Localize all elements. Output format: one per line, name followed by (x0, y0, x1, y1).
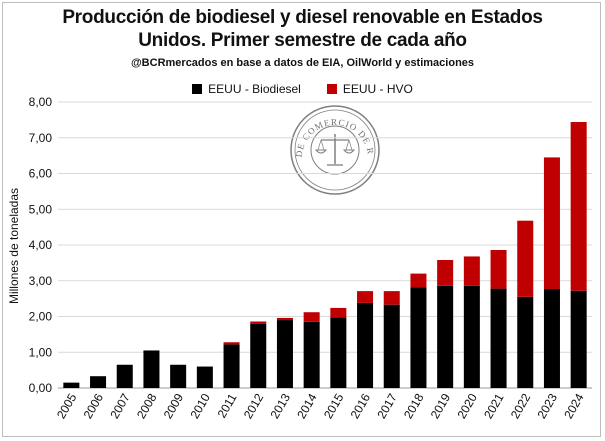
bar-hvo (276, 317, 293, 321)
y-tick-label: 5,00 (29, 202, 53, 216)
bar-biodiesel (63, 382, 80, 388)
x-tick-label: 2011 (215, 391, 240, 421)
chart-subtitle: @BCRmercados en base a datos de EIA, Oil… (130, 57, 475, 69)
x-tick-label: 2018 (401, 391, 427, 421)
bar-biodiesel (463, 285, 480, 388)
bar-biodiesel (116, 364, 133, 388)
bar-hvo (463, 256, 480, 286)
bar-hvo (410, 273, 427, 288)
x-tick-label: 2006 (81, 391, 107, 421)
bar-hvo (250, 321, 267, 324)
x-tick-label: 2021 (481, 391, 507, 421)
bar-hvo (383, 291, 400, 305)
legend: EEUU - Biodiesel EEUU - HVO (0, 81, 605, 97)
bar-hvo (330, 307, 347, 318)
x-tick-label: 2007 (107, 391, 133, 421)
x-tick-label: 2016 (348, 391, 374, 421)
x-tick-label: 2023 (535, 391, 561, 421)
x-tick-label: 2022 (508, 391, 534, 421)
bar-biodiesel (357, 302, 374, 388)
x-tick-label: 2009 (161, 391, 187, 421)
legend-label-biodiesel: EEUU - Biodiesel (208, 82, 301, 96)
x-tick-label: 2015 (321, 391, 347, 421)
x-tick-label: 2017 (374, 391, 400, 421)
bar-biodiesel (223, 344, 240, 388)
y-tick-label: 2,00 (29, 310, 53, 324)
legend-swatch-hvo (326, 84, 337, 94)
y-tick-label: 7,00 (29, 131, 53, 145)
bar-hvo (303, 312, 320, 322)
x-tick-label: 2008 (134, 391, 160, 421)
bar-biodiesel (490, 288, 507, 388)
bar-hvo (223, 342, 240, 345)
x-tick-label: 2024 (561, 391, 587, 421)
bar-biodiesel (250, 323, 267, 388)
legend-item-biodiesel: EEUU - Biodiesel (192, 81, 301, 97)
chart-title: Producción de biodiesel y diesel renovab… (62, 7, 543, 51)
legend-label-hvo: EEUU - HVO (342, 82, 413, 96)
bar-biodiesel (570, 290, 587, 388)
y-tick-label: 3,00 (29, 274, 53, 288)
x-tick-label: 2005 (54, 391, 80, 421)
bar-biodiesel (303, 321, 320, 388)
bar-biodiesel (543, 288, 560, 388)
watermark-text: BOLSA DE COMERCIO DE ROSARIO (0, 0, 375, 158)
x-tick-label: 2019 (428, 391, 454, 421)
bar-biodiesel (143, 350, 160, 388)
y-tick-label: 4,00 (29, 238, 53, 252)
x-tick-label: 2014 (294, 391, 320, 421)
y-tick-label: 0,00 (29, 381, 53, 395)
bar-biodiesel (383, 304, 400, 388)
y-tick-label: 8,00 (29, 95, 53, 109)
bar-biodiesel (276, 320, 293, 388)
legend-swatch-biodiesel (192, 84, 203, 94)
bar-biodiesel (170, 364, 187, 388)
bar-hvo (517, 220, 534, 297)
bar-hvo (357, 291, 374, 303)
y-tick-label: 1,00 (29, 345, 53, 359)
bar-biodiesel (517, 296, 534, 388)
bar-biodiesel (437, 285, 454, 388)
bar-biodiesel (196, 366, 213, 388)
x-tick-label: 2010 (187, 391, 213, 421)
svg-text:BOLSA DE COMERCIO DE ROSARIO: BOLSA DE COMERCIO DE ROSARIO (0, 0, 376, 158)
bar-hvo (437, 260, 454, 286)
bar-hvo (490, 250, 507, 289)
bar-hvo (570, 122, 587, 291)
legend-item-hvo: EEUU - HVO (326, 81, 413, 97)
bar-biodiesel (330, 317, 347, 388)
bar-hvo (543, 157, 560, 289)
watermark-seal-icon: BOLSA DE COMERCIO DE ROSARIO (0, 0, 380, 195)
y-tick-label: 6,00 (29, 167, 53, 181)
x-tick-label: 2012 (241, 391, 267, 421)
bar-biodiesel (90, 376, 107, 388)
x-tick-label: 2020 (454, 391, 480, 421)
bar-biodiesel (410, 287, 427, 388)
x-tick-label: 2013 (268, 391, 294, 421)
